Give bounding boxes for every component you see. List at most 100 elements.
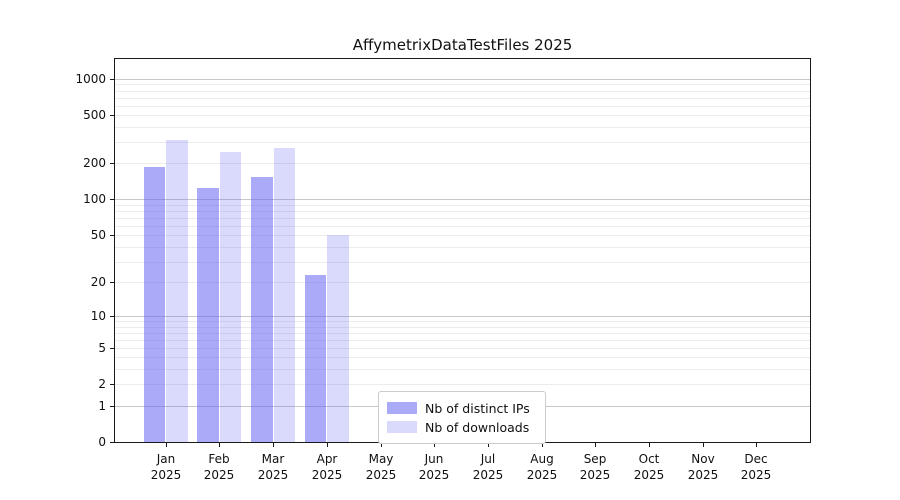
y-tick-mark-5 <box>110 348 114 349</box>
gridline-minor <box>115 327 810 328</box>
x-tick-label-dec: Dec 2025 <box>724 451 788 483</box>
bar-downloads-mar <box>273 147 296 442</box>
y-tick-label-20: 20 <box>90 275 106 289</box>
x-tick-label-month: Sep <box>583 452 607 466</box>
x-tick-label-mar: Mar 2025 <box>241 451 305 483</box>
y-tick-label-200: 200 <box>83 156 106 170</box>
x-tick-label-month: Jan <box>156 452 176 466</box>
x-tick-label-month: Nov <box>691 452 715 466</box>
gridline-minor <box>115 226 810 227</box>
x-tick-label-month: Aug <box>530 452 554 466</box>
x-tick-label-jun: Jun 2025 <box>402 451 466 483</box>
legend-swatch-distinct-ips <box>387 402 417 414</box>
x-tick-mark-jul <box>488 443 489 447</box>
gridline-major <box>115 199 810 200</box>
plot-area <box>114 58 811 443</box>
gridline-minor <box>115 211 810 212</box>
y-tick-mark-200 <box>110 163 114 164</box>
bar-downloads-feb <box>219 151 242 442</box>
x-tick-mark-oct <box>649 443 650 447</box>
bar-distinct-ips-mar <box>251 176 273 442</box>
x-tick-label-month: Feb <box>208 452 230 466</box>
bar-downloads-apr <box>327 235 349 442</box>
x-tick-label-year: 2025 <box>150 468 182 482</box>
x-tick-label-month: Jul <box>480 452 496 466</box>
x-tick-label-year: 2025 <box>257 468 289 482</box>
x-tick-label-sep: Sep 2025 <box>563 451 627 483</box>
y-tick-label-100: 100 <box>83 192 106 206</box>
y-tick-label-500: 500 <box>83 108 106 122</box>
x-tick-label-month: Jun <box>424 452 444 466</box>
x-tick-label-year: 2025 <box>687 468 719 482</box>
bar-distinct-ips-feb <box>197 187 219 442</box>
y-tick-mark-100 <box>110 199 114 200</box>
bar-distinct-ips-apr <box>304 275 327 442</box>
x-tick-label-year: 2025 <box>472 468 504 482</box>
gridline-minor <box>115 262 810 263</box>
y-tick-mark-0 <box>110 442 114 443</box>
gridline-minor <box>115 127 810 128</box>
y-tick-mark-500 <box>110 115 114 116</box>
gridline-minor <box>115 163 810 164</box>
gridline-minor <box>115 348 810 349</box>
gridline-minor <box>115 91 810 92</box>
bar-downloads-jan <box>166 139 188 442</box>
x-tick-label-aug: Aug 2025 <box>510 451 574 483</box>
y-tick-label-0: 0 <box>98 435 106 449</box>
x-tick-label-year: 2025 <box>579 468 611 482</box>
x-tick-mark-sep <box>595 443 596 447</box>
y-tick-mark-10 <box>110 316 114 317</box>
y-tick-mark-20 <box>110 282 114 283</box>
x-tick-label-month: Dec <box>744 452 768 466</box>
y-tick-mark-1000 <box>110 79 114 80</box>
x-tick-label-jan: Jan 2025 <box>134 451 198 483</box>
gridline-minor <box>115 384 810 385</box>
x-tick-mark-apr <box>327 443 328 447</box>
gridline-major <box>115 79 810 80</box>
x-tick-label-may: May 2025 <box>349 451 413 483</box>
y-tick-label-1000: 1000 <box>75 72 106 86</box>
y-tick-mark-2 <box>110 384 114 385</box>
legend-swatch-downloads <box>387 421 417 433</box>
x-tick-label-month: Apr <box>316 452 338 466</box>
gridline-major <box>115 316 810 317</box>
gridline-minor <box>115 282 810 283</box>
y-tick-label-1: 1 <box>98 399 106 413</box>
x-tick-label-month: May <box>368 452 394 466</box>
legend-row-downloads: Nb of downloads <box>387 418 536 436</box>
gridline-minor <box>115 106 810 107</box>
x-tick-label-year: 2025 <box>633 468 665 482</box>
legend: Nb of distinct IPs Nb of downloads <box>378 391 546 444</box>
x-tick-mark-nov <box>703 443 704 447</box>
gridline-minor <box>115 235 810 236</box>
x-tick-label-year: 2025 <box>740 468 772 482</box>
gridline-minor <box>115 142 810 143</box>
x-tick-label-jul: Jul 2025 <box>456 451 520 483</box>
gridline-minor <box>115 369 810 370</box>
x-tick-label-year: 2025 <box>311 468 343 482</box>
x-tick-label-oct: Oct 2025 <box>617 451 681 483</box>
x-tick-mark-jun <box>434 443 435 447</box>
y-tick-mark-1 <box>110 406 114 407</box>
gridline-minor <box>115 98 810 99</box>
y-tick-label-2: 2 <box>98 377 106 391</box>
y-tick-mark-50 <box>110 235 114 236</box>
x-tick-mark-dec <box>756 443 757 447</box>
x-tick-mark-aug <box>542 443 543 447</box>
x-tick-label-year: 2025 <box>365 468 397 482</box>
gridline-minor <box>115 205 810 206</box>
x-tick-label-month: Oct <box>638 452 660 466</box>
x-tick-mark-mar <box>273 443 274 447</box>
legend-row-distinct-ips: Nb of distinct IPs <box>387 399 536 417</box>
x-tick-mark-jan <box>166 443 167 447</box>
x-tick-label-apr: Apr 2025 <box>295 451 359 483</box>
gridline-minor <box>115 340 810 341</box>
y-tick-label-50: 50 <box>90 228 106 242</box>
x-tick-mark-feb <box>219 443 220 447</box>
x-tick-label-feb: Feb 2025 <box>187 451 251 483</box>
gridline-minor <box>115 115 810 116</box>
x-tick-mark-may <box>381 443 382 447</box>
x-tick-label-year: 2025 <box>526 468 558 482</box>
x-tick-label-year: 2025 <box>203 468 235 482</box>
